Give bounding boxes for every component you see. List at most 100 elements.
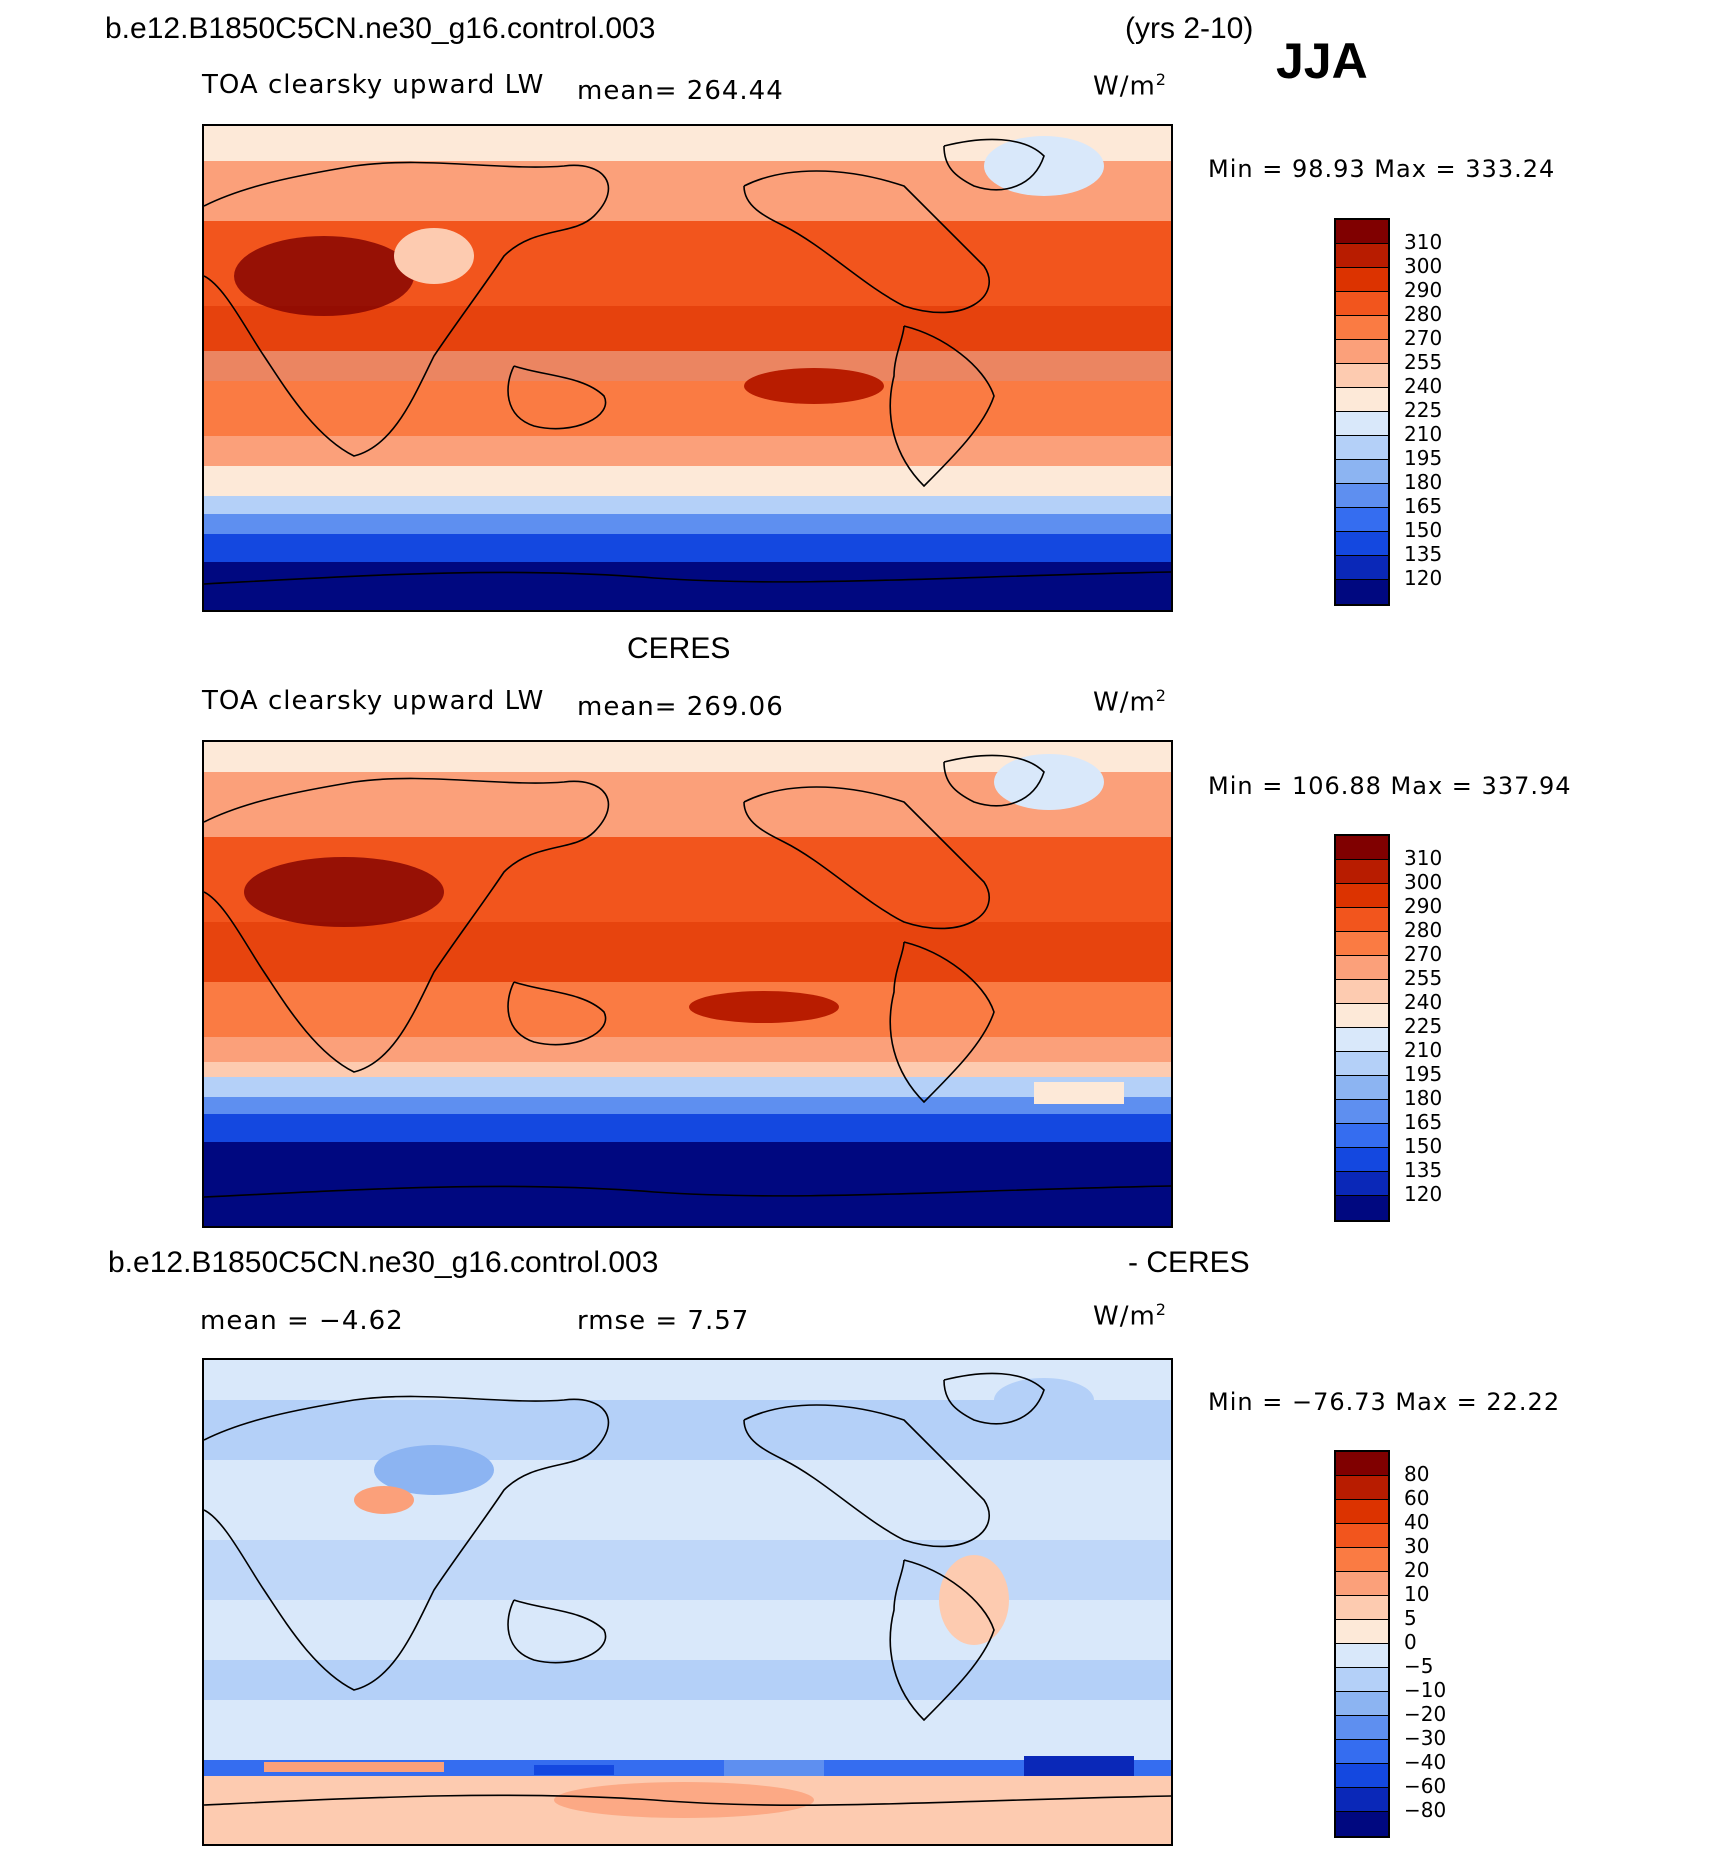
panel1-minmax: Min = 98.93 Max = 333.24 [1208,155,1556,183]
panel2-colorbar-swatch [1336,1004,1388,1028]
panel2-colorbar-swatch [1336,1124,1388,1148]
panel1-colorbar: 310 300 290 280 270 255 240 225 210 195 180 165 150 1… [1334,218,1442,606]
panel1-variable: TOA clearsky upward LW [202,70,545,100]
panel3-colorbar-swatch [1336,1740,1388,1764]
panel2-colorbar-label: 165 [1404,1110,1443,1134]
panel2-colorbar-label: 195 [1404,1062,1443,1086]
panel1-colorbar-swatch [1336,556,1388,580]
panel3-title-left: b.e12.B1850C5CN.ne30_g16.control.003 [108,1246,659,1279]
panel1-colorbar-label: 150 [1404,518,1443,542]
panel3-colorbar-label: −30 [1404,1726,1447,1750]
panel2-colorbar-swatch [1336,836,1388,860]
panel3-coastlines [204,1372,1171,1806]
panel3-colorbar-swatches [1334,1450,1390,1838]
panel3-rmse: rmse = 7.57 [577,1306,750,1336]
panel1-colorbar-label: 280 [1404,302,1443,326]
panel2-colorbar-swatch [1336,1052,1388,1076]
panel3-colorbar-label: 40 [1404,1510,1430,1534]
panel2-colorbar-swatch [1336,956,1388,980]
panel2-colorbar-label: 310 [1404,846,1443,870]
panel2-colorbar-swatch [1336,1076,1388,1100]
panel3-colorbar-label: −5 [1404,1654,1434,1678]
panel3-colorbar-label: 60 [1404,1486,1430,1510]
panel1-colorbar-label: 225 [1404,398,1443,422]
panel2-colorbar-label: 240 [1404,990,1443,1014]
panel2-mean: mean= 269.06 [577,692,784,722]
panel3-colorbar-swatch [1336,1476,1388,1500]
panel3-colorbar-swatch [1336,1524,1388,1548]
panel3-colorbar-label: −80 [1404,1798,1447,1822]
panel2-colorbar-swatch [1336,1028,1388,1052]
panel2-colorbar-swatch [1336,908,1388,932]
years-label: (yrs 2-10) [1125,12,1254,45]
panel3-colorbar-swatch [1336,1812,1388,1836]
panel2-coastlines [204,754,1171,1198]
panel1-colorbar-swatch [1336,292,1388,316]
panel1-colorbar-swatch [1336,364,1388,388]
panel3-colorbar-swatch [1336,1668,1388,1692]
season-label: JJA [1276,33,1368,89]
panel2-contour-field [204,742,1171,1226]
panel3-colorbar-swatch [1336,1572,1388,1596]
panel2-colorbar-label: 225 [1404,1014,1443,1038]
panel2-colorbar-label: 150 [1404,1134,1443,1158]
panel3-minmax: Min = −76.73 Max = 22.22 [1208,1388,1561,1416]
panel2-colorbar-label: 120 [1404,1182,1443,1206]
panel3-contour-field [204,1360,1171,1844]
panel3-colorbar: 80 60 40 30 20 10 5 0 −5 −10 −20 −30 −40 −60 −80 [1334,1450,1446,1838]
panel3-colorbar-swatch [1336,1596,1388,1620]
panel2-colorbar-label: 280 [1404,918,1443,942]
panel2-colorbar-label: 135 [1404,1158,1443,1182]
panel3-colorbar-label: 10 [1404,1582,1430,1606]
panel2-colorbar-swatch [1336,1100,1388,1124]
panel3-colorbar-label: −20 [1404,1702,1447,1726]
panel1-colorbar-label: 195 [1404,446,1443,470]
panel1-colorbar-label: 310 [1404,230,1443,254]
case-title: b.e12.B1850C5CN.ne30_g16.control.003 [105,12,656,45]
panel3-colorbar-swatch [1336,1548,1388,1572]
panel1-colorbar-swatch [1336,388,1388,412]
panel2-colorbar-swatch [1336,1148,1388,1172]
panel1-colorbar-swatch [1336,412,1388,436]
panel3-colorbar-label: 30 [1404,1534,1430,1558]
panel1-colorbar-swatch [1336,268,1388,292]
panel3-title-right: - CERES [1128,1246,1250,1279]
panel2-colorbar-label: 180 [1404,1086,1443,1110]
panel2-units: W/m2 [1093,686,1167,718]
panel2-colorbar-label: 270 [1404,942,1443,966]
panel1-colorbar-label: 135 [1404,542,1443,566]
panel2-colorbar-swatch [1336,1196,1388,1220]
panel3-colorbar-label: −10 [1404,1678,1447,1702]
panel3-mean: mean = −4.62 [200,1306,404,1336]
panel3-colorbar-swatch [1336,1644,1388,1668]
panel1-colorbar-label: 120 [1404,566,1443,590]
panel2-colorbar-label: 300 [1404,870,1443,894]
panel2-colorbar-label: 255 [1404,966,1443,990]
panel3-colorbar-swatch [1336,1692,1388,1716]
panel1-colorbar-swatch [1336,220,1388,244]
panel1-colorbar-label: 240 [1404,374,1443,398]
panel1-colorbar-swatch [1336,340,1388,364]
panel2-colorbar-swatch [1336,932,1388,956]
panel2-colorbar-swatch [1336,884,1388,908]
panel2-colorbar-label: 210 [1404,1038,1443,1062]
panel2-title: CERES [627,632,731,665]
panel3-colorbar-swatch [1336,1500,1388,1524]
panel2-minmax: Min = 106.88 Max = 337.94 [1208,772,1572,800]
panel1-colorbar-swatch [1336,316,1388,340]
panel1-colorbar-label: 180 [1404,470,1443,494]
panel3-colorbar-label: 80 [1404,1462,1430,1486]
panel1-colorbar-swatches [1334,218,1390,606]
panel1-colorbar-swatch [1336,460,1388,484]
panel1-colorbar-label: 300 [1404,254,1443,278]
panel1-units: W/m2 [1093,70,1167,102]
panel3-colorbar-swatch [1336,1620,1388,1644]
panel2-colorbar-swatch [1336,860,1388,884]
panel3-colorbar-swatch [1336,1788,1388,1812]
panel1-colorbar-swatch [1336,532,1388,556]
panel1-colorbar-swatch [1336,484,1388,508]
panel2-variable: TOA clearsky upward LW [202,686,545,716]
panel3-colorbar-label: 5 [1404,1606,1417,1630]
panel3-colorbar-label: 0 [1404,1630,1417,1654]
panel3-colorbar-label: 20 [1404,1558,1430,1582]
